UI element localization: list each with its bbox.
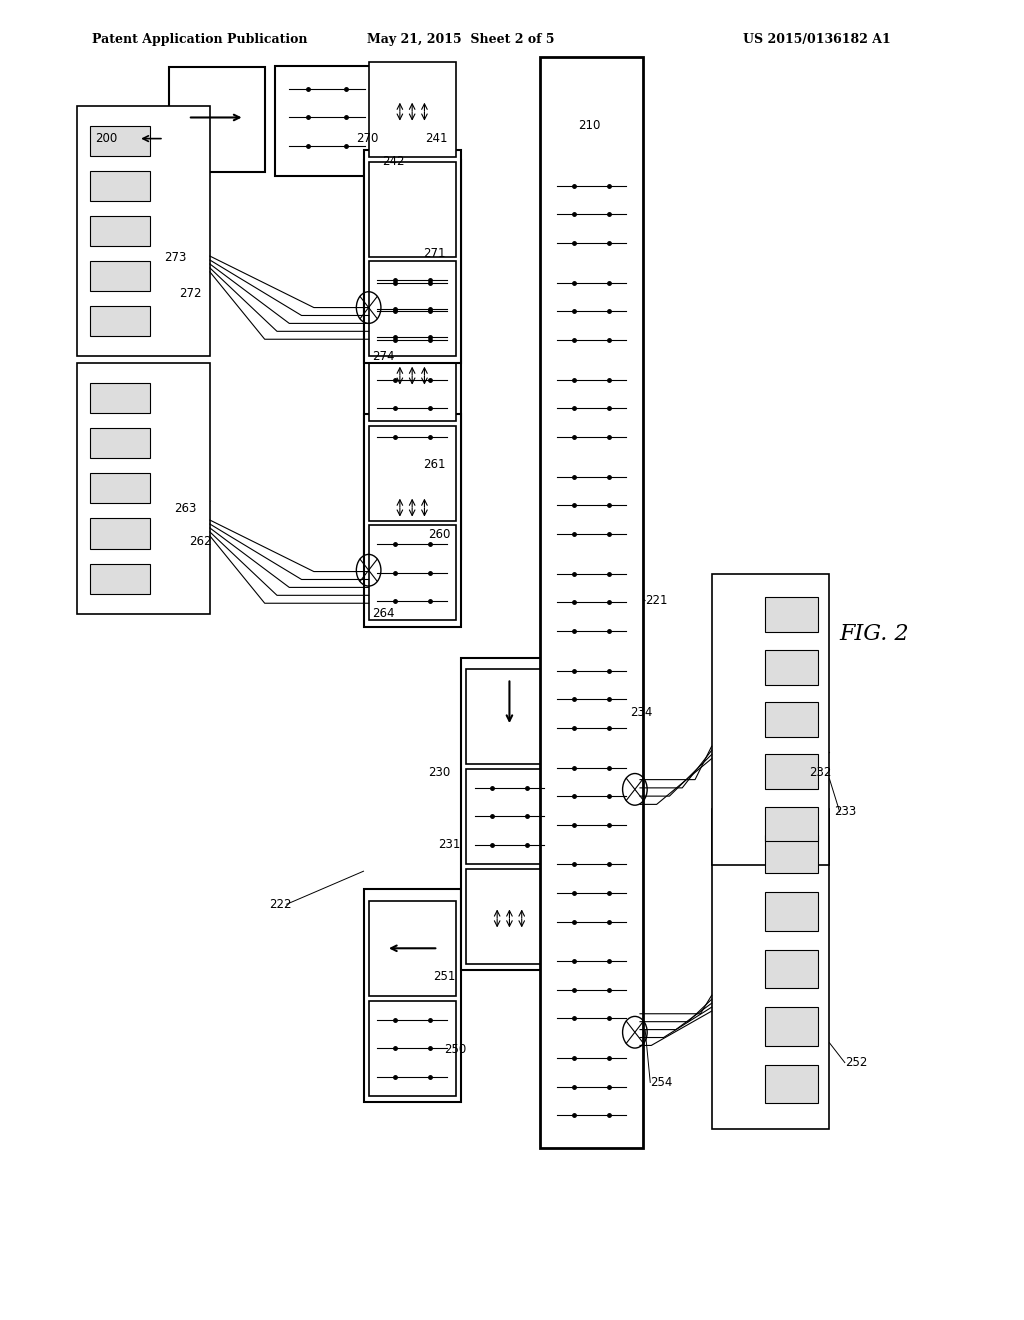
- FancyBboxPatch shape: [369, 900, 456, 995]
- Text: 263: 263: [174, 502, 197, 515]
- FancyBboxPatch shape: [369, 425, 456, 520]
- FancyBboxPatch shape: [548, 458, 635, 553]
- Bar: [90, 428, 150, 458]
- FancyBboxPatch shape: [712, 809, 829, 1129]
- Text: 234: 234: [630, 706, 652, 719]
- FancyBboxPatch shape: [466, 869, 553, 964]
- FancyBboxPatch shape: [369, 458, 456, 553]
- Text: 232: 232: [809, 766, 831, 779]
- Text: 271: 271: [423, 247, 445, 260]
- Bar: [765, 949, 817, 989]
- FancyBboxPatch shape: [548, 846, 635, 941]
- Bar: [765, 702, 817, 737]
- Bar: [90, 170, 150, 201]
- FancyBboxPatch shape: [548, 360, 635, 455]
- FancyBboxPatch shape: [169, 67, 264, 172]
- FancyBboxPatch shape: [369, 264, 456, 359]
- Text: 274: 274: [372, 350, 394, 363]
- Bar: [90, 383, 150, 413]
- Text: 200: 200: [95, 132, 118, 145]
- Text: 260: 260: [428, 528, 451, 541]
- Text: Patent Application Publication: Patent Application Publication: [92, 33, 307, 46]
- Bar: [90, 519, 150, 549]
- Text: 250: 250: [443, 1043, 466, 1056]
- Text: 230: 230: [428, 766, 451, 779]
- Text: 252: 252: [845, 1056, 867, 1069]
- FancyBboxPatch shape: [548, 166, 635, 261]
- FancyBboxPatch shape: [369, 326, 456, 421]
- Text: 231: 231: [438, 838, 461, 851]
- Text: 221: 221: [645, 594, 668, 607]
- Text: 254: 254: [650, 1076, 673, 1089]
- Bar: [90, 261, 150, 292]
- FancyBboxPatch shape: [548, 554, 635, 649]
- FancyBboxPatch shape: [369, 360, 456, 455]
- FancyBboxPatch shape: [369, 62, 456, 157]
- Bar: [765, 649, 817, 685]
- FancyBboxPatch shape: [540, 57, 643, 1147]
- FancyBboxPatch shape: [77, 363, 210, 614]
- FancyBboxPatch shape: [369, 1001, 456, 1096]
- Bar: [90, 474, 150, 503]
- Text: 222: 222: [269, 898, 292, 911]
- Bar: [765, 1065, 817, 1104]
- FancyBboxPatch shape: [280, 70, 375, 165]
- FancyBboxPatch shape: [548, 264, 635, 359]
- FancyBboxPatch shape: [543, 63, 640, 1140]
- Text: US 2015/0136182 A1: US 2015/0136182 A1: [743, 33, 891, 46]
- Bar: [90, 564, 150, 594]
- Bar: [765, 754, 817, 789]
- Bar: [90, 306, 150, 337]
- Text: 272: 272: [179, 286, 202, 300]
- Text: 273: 273: [164, 251, 186, 264]
- FancyBboxPatch shape: [77, 106, 210, 356]
- FancyBboxPatch shape: [364, 414, 461, 627]
- FancyBboxPatch shape: [364, 150, 461, 363]
- FancyBboxPatch shape: [369, 166, 456, 261]
- FancyBboxPatch shape: [548, 652, 635, 747]
- Bar: [90, 216, 150, 246]
- Text: 264: 264: [372, 607, 394, 620]
- Bar: [765, 892, 817, 931]
- Bar: [765, 598, 817, 632]
- FancyBboxPatch shape: [274, 66, 384, 176]
- FancyBboxPatch shape: [369, 261, 456, 356]
- Bar: [765, 1007, 817, 1045]
- Text: 261: 261: [423, 458, 445, 471]
- FancyBboxPatch shape: [461, 657, 558, 970]
- FancyBboxPatch shape: [712, 574, 829, 865]
- FancyBboxPatch shape: [466, 768, 553, 863]
- FancyBboxPatch shape: [466, 669, 553, 764]
- FancyBboxPatch shape: [369, 525, 456, 620]
- FancyBboxPatch shape: [548, 1039, 635, 1134]
- Text: 262: 262: [189, 535, 212, 548]
- FancyBboxPatch shape: [548, 748, 635, 843]
- Text: FIG. 2: FIG. 2: [840, 623, 909, 644]
- FancyBboxPatch shape: [364, 160, 461, 560]
- Bar: [90, 125, 150, 156]
- FancyBboxPatch shape: [548, 70, 635, 165]
- FancyBboxPatch shape: [369, 161, 456, 256]
- Text: 233: 233: [835, 805, 857, 818]
- Text: 242: 242: [382, 154, 404, 168]
- Text: 251: 251: [433, 970, 456, 983]
- FancyBboxPatch shape: [364, 890, 461, 1102]
- Bar: [765, 807, 817, 841]
- Text: 241: 241: [425, 132, 447, 145]
- FancyBboxPatch shape: [548, 942, 635, 1038]
- Text: 270: 270: [356, 132, 379, 145]
- Text: May 21, 2015  Sheet 2 of 5: May 21, 2015 Sheet 2 of 5: [367, 33, 555, 46]
- Bar: [765, 834, 817, 873]
- Text: 210: 210: [579, 119, 601, 132]
